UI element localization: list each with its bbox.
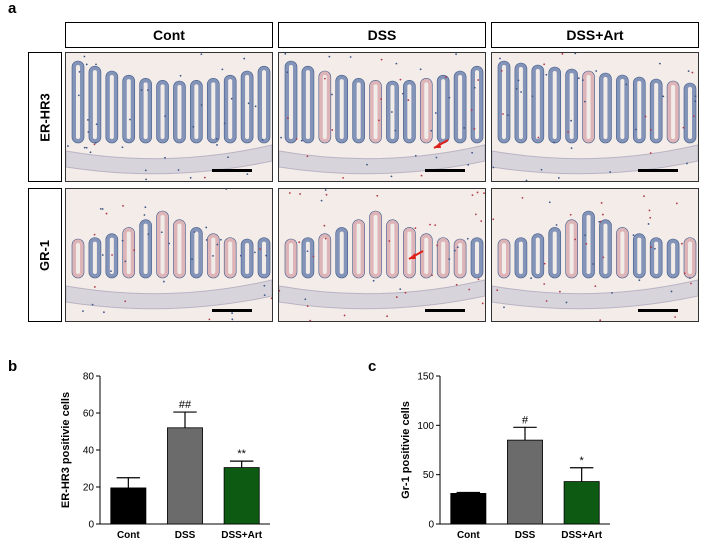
- micrograph-gr-1-dss-art: [491, 188, 699, 322]
- tissue-image: [492, 189, 698, 321]
- micrograph-gr-1-cont: [65, 188, 273, 322]
- tissue-image: [492, 53, 698, 181]
- chart-c-y-tick-label: 50: [423, 470, 435, 481]
- chart-b-significance-marker: **: [237, 448, 246, 460]
- chart-b-category-label: DSS+Art: [221, 530, 263, 541]
- bar-chart-er-hr3: ER-HR3 positivie cells 0 20 40 60 80 Cont ## DSS…: [60, 372, 270, 541]
- chart-b-y-tick-label: 60: [83, 409, 95, 420]
- chart-c-bar-cont: [450, 493, 487, 525]
- chart-c-y-tick-label: 100: [417, 421, 434, 432]
- chart-b-y-tick-label: 0: [88, 520, 94, 531]
- chart-c-significance-marker: #: [522, 414, 529, 426]
- chart-c-y-tick-label: 150: [417, 372, 434, 383]
- chart-c-category-label: DSS: [515, 530, 536, 541]
- chart-b-y-axis-label: ER-HR3 positivie cells: [60, 392, 72, 508]
- chart-b-y-tick-label: 80: [83, 372, 95, 383]
- tissue-image: [66, 189, 272, 321]
- chart-b-category-label: Cont: [117, 530, 140, 541]
- panel-c-letter: c: [368, 358, 377, 375]
- bar-chart-gr-1: Gr-1 positivie cells 0 50 100 150 Cont # DSS * DS…: [400, 372, 610, 541]
- tissue-image: [279, 53, 485, 181]
- tissue-image: [279, 189, 485, 321]
- micrograph-gr-1-dss: [278, 188, 486, 322]
- row-label-gr-1-text: GR-1: [37, 239, 53, 271]
- row-label-er-hr3: ER-HR3: [28, 52, 62, 182]
- chart-b-category-label: DSS: [175, 530, 196, 541]
- chart-c-significance-marker: *: [580, 455, 585, 467]
- chart-c-y-tick-label: 0: [428, 520, 434, 531]
- chart-c-y-axis-label: Gr-1 positivie cells: [400, 401, 412, 499]
- tissue-image: [66, 53, 272, 181]
- panel-b-letter: b: [8, 358, 18, 375]
- column-header-dss-art: DSS+Art: [491, 22, 699, 48]
- panel-a-letter: a: [8, 0, 17, 17]
- row-label-er-hr3-text: ER-HR3: [37, 92, 53, 142]
- chart-b-y-tick-label: 40: [83, 446, 95, 457]
- micrograph-er-hr3-cont: [65, 52, 273, 182]
- micrograph-er-hr3-dss-art: [491, 52, 699, 182]
- chart-c-category-label: DSS+Art: [561, 530, 603, 541]
- chart-c-bar-dss-art: [563, 481, 600, 525]
- chart-b-y-tick-label: 20: [83, 483, 95, 494]
- chart-b-significance-marker: ##: [179, 399, 192, 411]
- chart-b-bar-cont: [110, 487, 147, 525]
- chart-b-bar-dss-art: [223, 467, 260, 525]
- column-header-cont: Cont: [65, 22, 273, 48]
- micrograph-er-hr3-dss: [278, 52, 486, 182]
- chart-c-category-label: Cont: [457, 530, 480, 541]
- column-header-dss: DSS: [278, 22, 486, 48]
- row-label-gr-1: GR-1: [28, 188, 62, 322]
- chart-b-bar-dss: [167, 427, 203, 525]
- chart-c-bar-dss: [507, 439, 543, 525]
